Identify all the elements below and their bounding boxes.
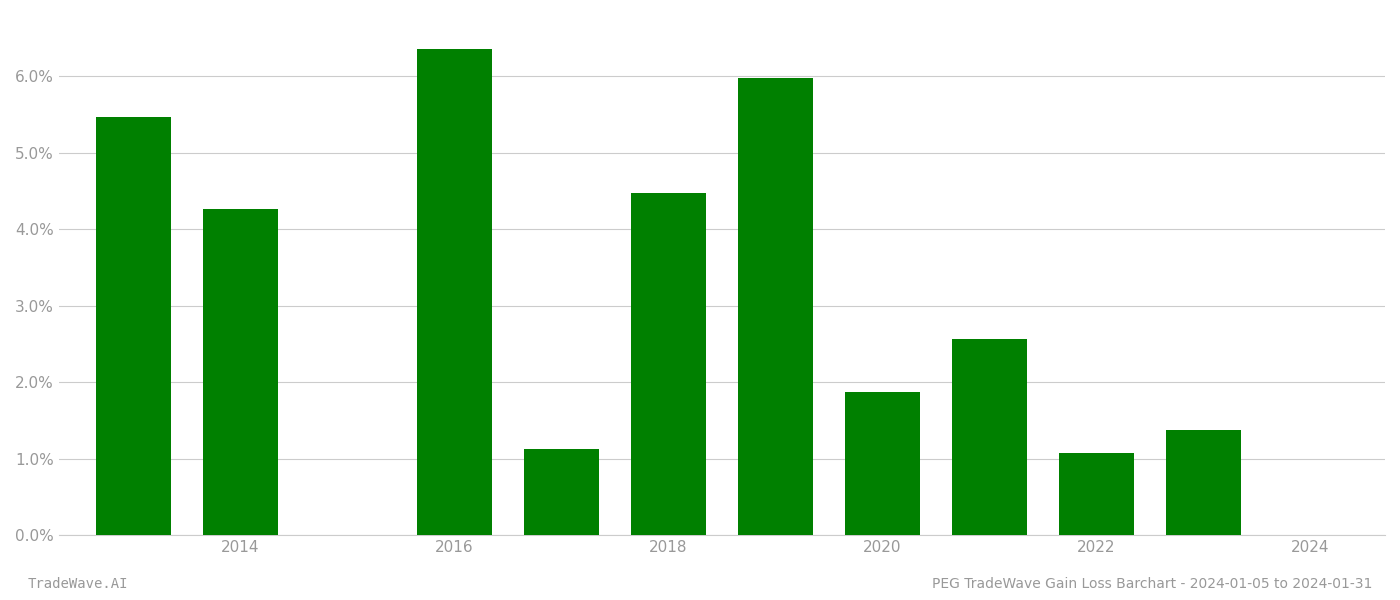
Bar xyxy=(1166,430,1240,535)
Bar xyxy=(844,392,920,535)
Bar xyxy=(952,338,1026,535)
Text: TradeWave.AI: TradeWave.AI xyxy=(28,577,129,591)
Bar xyxy=(631,193,706,535)
Bar xyxy=(524,449,599,535)
Text: PEG TradeWave Gain Loss Barchart - 2024-01-05 to 2024-01-31: PEG TradeWave Gain Loss Barchart - 2024-… xyxy=(931,577,1372,591)
Bar xyxy=(417,49,491,535)
Bar xyxy=(738,79,813,535)
Bar xyxy=(1058,453,1134,535)
Bar xyxy=(97,117,171,535)
Bar xyxy=(203,209,279,535)
